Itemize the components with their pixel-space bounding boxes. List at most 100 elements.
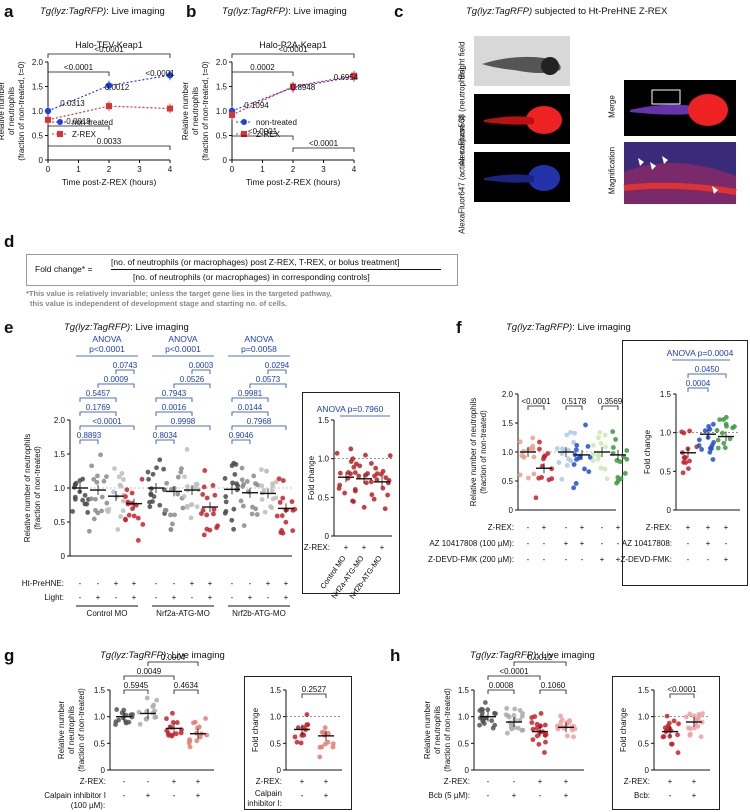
g-p1-label: 0.0049 [137, 667, 162, 676]
panel-f-inset-group1-point [696, 443, 702, 448]
e-g0-p0-bracket [115, 369, 135, 374]
panel-f-inset-group1-point [709, 442, 715, 448]
panel-e-group4-point [151, 494, 157, 499]
panel-h-group0-point [492, 722, 498, 728]
a-p3-label: <0.0001 [145, 69, 175, 78]
panel-e-group10-point [269, 505, 275, 511]
panel-g-group0-point [113, 722, 118, 727]
panel-h-y-tick-label: 1.0 [458, 713, 470, 722]
panel-h-inset-row-label: Z-REX: [624, 777, 650, 786]
panel-f-ylabel: Relative number of neutrophils [469, 398, 478, 507]
panel-e-inset-zrex-mark: + [362, 543, 367, 552]
panel-g-row-label: (100 µM): [71, 801, 105, 810]
panel-e-group2-point [120, 498, 126, 504]
f-p2-bracket [601, 405, 619, 410]
panel-e-htprehne-mark: + [208, 579, 213, 588]
e-g1-p4-bracket [155, 425, 211, 430]
panel-g-inset-group1-point [317, 754, 323, 760]
panel-e-group11-point [283, 519, 289, 525]
panel-e-light-mark: - [115, 593, 118, 602]
panel-e-group7-point [204, 526, 210, 532]
panel-f-group0-point [517, 472, 523, 478]
panel-e-group0-point [72, 494, 78, 500]
panel-h-inset-group1-point [692, 725, 697, 731]
e-g1-p2-label: 0.7943 [162, 389, 187, 398]
panel-h-group1-point [504, 705, 510, 711]
panel-h-inset-row-label: Bcb: [634, 791, 650, 800]
panel-h-group3-point [569, 727, 575, 733]
panel-e-inset-group0-point [342, 490, 348, 496]
panel-h-letter: h [390, 646, 401, 665]
panel-e-inset-group1-point [365, 471, 370, 476]
panel-f-group4-point [597, 430, 603, 435]
panel-b-letter: b [186, 2, 197, 21]
panel-f-inset-y-tick-label: 0.5 [660, 467, 672, 476]
panel-h-group2-point [534, 733, 540, 739]
panel-e-light-mark: + [132, 593, 137, 602]
panel-e-inset-group2-point [374, 477, 380, 483]
panel-e-htprehne-mark: - [231, 579, 234, 588]
panel-h-inset-group0-point [660, 734, 666, 740]
panel-h-group3-point [565, 733, 570, 739]
e-g0-p4-bracket [79, 425, 135, 430]
panel-a-point [166, 72, 174, 79]
panel-f-group0-point [519, 453, 525, 458]
panel-f-group4-point [604, 476, 610, 482]
e-g1-p0-label: 0.0003 [189, 361, 214, 370]
f-inset-p0-bracket [687, 373, 727, 378]
panel-f-row-mark: - [527, 523, 530, 532]
fold-change-denominator: [no. of neutrophils (or macrophages) in … [133, 272, 370, 282]
panel-f-inset-row-mark: + [724, 555, 729, 564]
panel-a-ylabel: (fraction of non-treated, t=0) [17, 61, 26, 161]
panel-f-row-mark: - [565, 555, 568, 564]
panel-f-inset-group2-point [715, 437, 721, 443]
panel-f-group5-point [614, 480, 619, 486]
panel-h-group0-point [477, 722, 482, 728]
panel-e-group2-point [112, 466, 117, 471]
e-g0-p0-label: 0.0743 [113, 361, 138, 370]
panel-h-group2-point [534, 725, 540, 731]
panel-g-group1-point [143, 716, 149, 722]
panel-b-ylabel: Relative number [181, 82, 190, 141]
panel-h-inset-group1-point [685, 725, 691, 731]
panel-e-group1-point [95, 473, 100, 479]
panel-g-group1-point [153, 714, 159, 720]
panel-e-group4-point [147, 504, 153, 510]
panel-e-group1-point [88, 496, 94, 502]
panel-f-inset-group1-point [702, 428, 708, 434]
panel-h-inset-group1-point [698, 734, 704, 740]
panel-e-light-mark: - [191, 593, 194, 602]
panel-e-htprehne-mark: - [173, 579, 176, 588]
panel-f-inset-group2-point [724, 423, 729, 429]
f-p1-label: 0.5178 [562, 397, 587, 406]
panel-e-group3-point [126, 512, 132, 518]
a-p5-bracket [47, 125, 110, 130]
panel-h-y-tick-label: 0 [465, 766, 470, 775]
a-p0-bracket [47, 53, 171, 58]
panel-b-point [351, 72, 357, 79]
panel-e-inset-group2-point [371, 496, 377, 502]
panel-h-group1-point [505, 730, 510, 736]
panel-f-group3-point [574, 442, 580, 448]
e-g1-p4-label: 0.9998 [171, 417, 196, 426]
panel-g-group0-point [114, 707, 120, 712]
panel-e-group1-point [101, 478, 107, 484]
panel-f-inset-group1-point [710, 457, 716, 462]
panel-e-group11-point [280, 530, 286, 536]
panel-g-row-label: Z-REX: [80, 777, 106, 786]
panel-e-group11-point [279, 513, 285, 519]
e-g2-p4-label: 0.7968 [247, 417, 272, 426]
panel-f-inset-group0-point [686, 466, 691, 471]
e-g2-p5-label: 0.9046 [229, 431, 254, 440]
panel-h-inset-group1-point [687, 732, 693, 738]
panel-h-bcb-mark: + [512, 791, 517, 800]
panel-e-group3-point [135, 538, 141, 543]
panel-h-group3-point [566, 720, 572, 726]
panel-g-group1-point [144, 695, 150, 701]
panel-h-inset-group1-point [691, 713, 697, 719]
panel-e-group0-point [82, 501, 88, 507]
panel-a-legend-label: Z-REX [72, 130, 97, 139]
panel-f-inset-group2-point [715, 445, 721, 451]
panel-f-inset-group0-point [687, 428, 692, 434]
e-g2-p5-bracket [231, 439, 251, 444]
